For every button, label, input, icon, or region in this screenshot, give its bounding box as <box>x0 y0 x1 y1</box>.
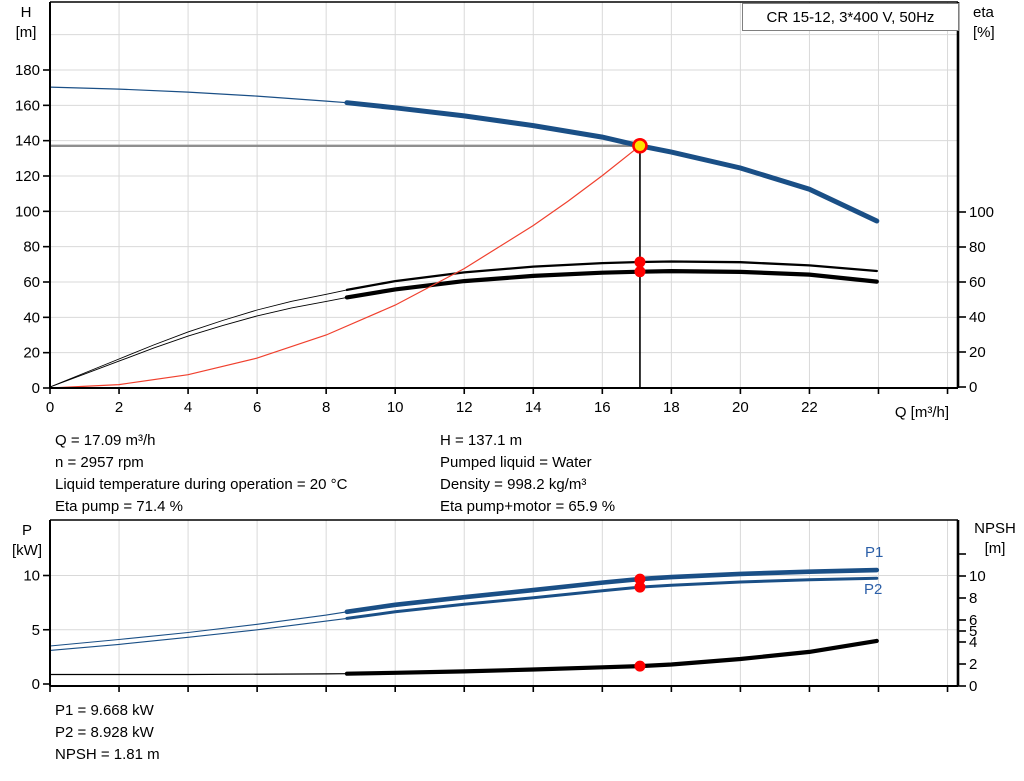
left-tick-label: 5 <box>32 622 40 639</box>
info-line: Density = 998.2 kg/m³ <box>440 476 587 493</box>
eta-pump-motor-curve-thin <box>49 296 348 388</box>
right-tick-label: 0 <box>969 379 977 396</box>
P2 <box>345 576 879 620</box>
NPSH-thin <box>49 673 348 676</box>
eta-axis-title: eta [%] <box>973 4 995 41</box>
right-tick-label: 4 <box>969 634 977 651</box>
x-tick-label: 0 <box>46 399 54 416</box>
left-tick-label: 10 <box>23 568 40 585</box>
x-tick-label: 8 <box>322 399 330 416</box>
P1 <box>344 567 880 615</box>
info-line: Q = 17.09 m³/h <box>55 432 156 449</box>
left-tick-label: 140 <box>15 133 40 150</box>
system-curve <box>49 145 641 389</box>
operating-point <box>632 137 648 154</box>
x-tick-label: 14 <box>525 399 542 416</box>
x-tick-label: 12 <box>456 399 473 416</box>
info-line: P2 = 8.928 kW <box>55 724 154 741</box>
duty-marker-dot <box>634 266 646 278</box>
duty-marker-dot <box>634 256 646 268</box>
head-curve-thin <box>49 86 348 104</box>
right-tick-label: 2 <box>969 656 977 673</box>
info-line: Eta pump = 71.4 % <box>55 498 183 515</box>
left-tick-label: 180 <box>15 62 40 79</box>
left-tick-label: 0 <box>32 380 40 397</box>
npsh-axis-title: NPSH [m] <box>974 520 1016 557</box>
P2-thin <box>49 617 348 651</box>
P1-thin <box>49 611 348 647</box>
left-tick-label: 0 <box>32 676 40 693</box>
info-line: P1 = 9.668 kW <box>55 702 154 719</box>
info-line: Pumped liquid = Water <box>440 454 592 471</box>
left-tick-label: 80 <box>23 239 40 256</box>
right-tick-label: 10 <box>969 568 986 585</box>
x-tick-label: 22 <box>801 399 818 416</box>
eta-pump-motor-curve <box>344 268 879 300</box>
NPSH <box>344 638 879 676</box>
right-tick-label: 6 <box>969 612 977 629</box>
p-axis-title: P [kW] <box>12 522 42 559</box>
operating-data-left: Q = 17.09 m³/h n = 2957 rpm Liquid tempera… <box>55 430 347 518</box>
x-tick-label: 16 <box>594 399 611 416</box>
info-line: Liquid temperature during operation = 20… <box>55 476 348 493</box>
x-tick-label: 6 <box>253 399 261 416</box>
p2-curve-label: P2 <box>864 581 883 598</box>
x-tick-label: 10 <box>387 399 404 416</box>
x-tick-label: 2 <box>115 399 123 416</box>
info-line: NPSH = 1.81 m <box>55 746 160 763</box>
right-tick-label: 60 <box>969 274 986 291</box>
left-tick-label: 160 <box>15 97 40 114</box>
x-tick-label: 18 <box>663 399 680 416</box>
power-npsh-data: P1 = 9.668 kW P2 = 8.928 kW NPSH = 1.81 m <box>55 700 160 766</box>
left-tick-label: 20 <box>23 345 40 362</box>
chart-title-box: CR 15-12, 3*400 V, 50Hz <box>742 3 959 31</box>
info-line: H = 137.1 m <box>440 432 523 449</box>
duty-marker-dot <box>634 660 646 672</box>
right-tick-label: 20 <box>969 344 986 361</box>
left-tick-label: 40 <box>23 309 40 326</box>
h-axis-title: H [m] <box>15 4 37 41</box>
p1-curve-label: P1 <box>865 544 884 561</box>
operating-data-right: H = 137.1 m Pumped liquid = Water Density … <box>440 430 615 518</box>
right-tick-label: 8 <box>969 590 977 607</box>
left-tick-label: 60 <box>23 274 40 291</box>
x-tick-label: 20 <box>732 399 749 416</box>
right-tick-label: 100 <box>969 204 994 221</box>
right-tick-label: 40 <box>969 309 986 326</box>
x-tick-label: 4 <box>184 399 192 416</box>
info-line: Eta pump+motor = 65.9 % <box>440 498 616 515</box>
duty-marker-dot <box>634 581 646 593</box>
left-tick-label: 120 <box>15 168 40 185</box>
eta-pump-curve <box>345 260 878 292</box>
duty-marker-dot <box>634 573 646 585</box>
right-tick-label: 5 <box>969 623 977 640</box>
eta-pump-curve-thin <box>49 289 348 388</box>
left-tick-label: 100 <box>15 203 40 220</box>
info-line: n = 2957 rpm <box>55 454 144 471</box>
right-tick-label: 80 <box>969 239 986 256</box>
right-tick-label: 0 <box>969 678 977 695</box>
head-curve <box>344 100 880 224</box>
q-axis-title: Q [m³/h] <box>894 404 949 421</box>
